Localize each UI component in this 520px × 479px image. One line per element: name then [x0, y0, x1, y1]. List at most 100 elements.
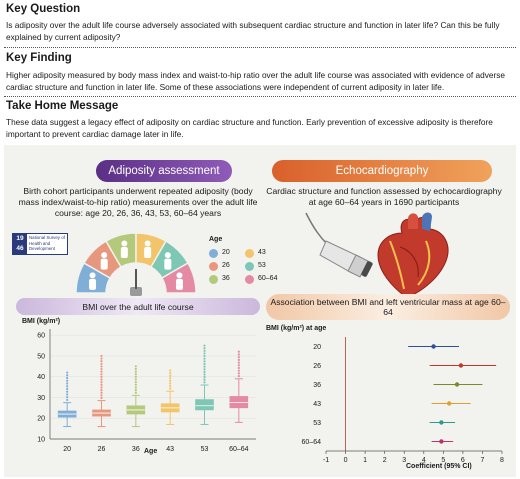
outlier-point	[237, 364, 240, 367]
box-60–64	[229, 396, 249, 409]
logo-text: National Survey of Health and Developmen…	[29, 235, 65, 252]
outlier-point	[66, 393, 69, 396]
heart-illustration	[377, 212, 449, 298]
echo-text: Cardiac structure and function assessed …	[266, 186, 502, 207]
outlier-point	[203, 360, 206, 363]
outlier-point	[134, 386, 137, 389]
echo-title: Echocardiography	[272, 160, 492, 182]
y-category-label: 26	[313, 363, 321, 370]
outlier-point	[237, 366, 240, 370]
x-tick-label: 3	[402, 457, 406, 464]
outlier-point	[237, 369, 240, 372]
key-finding-title: Key Finding	[6, 52, 72, 64]
person-icon	[101, 252, 108, 259]
y-tick-label: 60	[37, 333, 45, 340]
y-category-label: 43	[313, 401, 321, 408]
person-icon	[121, 240, 128, 247]
x-tick-label: 1	[363, 457, 367, 464]
outlier-point	[203, 376, 206, 379]
outlier-point	[100, 391, 103, 394]
estimate-point	[439, 420, 444, 425]
x-tick-label: 36	[132, 446, 140, 453]
outlier-point	[66, 387, 69, 391]
outlier-point	[237, 353, 240, 356]
outlier-point	[66, 371, 69, 374]
x-tick-label: 43	[166, 446, 174, 453]
key-finding-text: Higher adiposity measured by body mass i…	[6, 70, 505, 92]
outlier-point	[134, 391, 137, 394]
outlier-point	[203, 352, 206, 355]
outlier-point	[134, 375, 137, 378]
logo-top-digits: 19	[16, 235, 24, 242]
outlier-point	[203, 349, 206, 352]
outlier-point	[66, 398, 69, 402]
estimate-point	[454, 382, 460, 387]
age-legend-label: 53	[258, 262, 266, 269]
x-tick-label: 60–64	[229, 446, 249, 453]
outlier-point	[203, 381, 206, 384]
x-tick-label: 20	[63, 446, 71, 453]
age-legend-swatch	[245, 249, 254, 258]
age-legend-swatch	[209, 249, 218, 258]
outlier-point	[100, 354, 103, 358]
person-icon	[89, 272, 96, 279]
age-legend-swatch	[245, 262, 254, 271]
y-tick-label: 50	[37, 353, 45, 360]
nshd-logo: 19 46 National Survey of Health and Deve…	[12, 233, 68, 255]
outlier-point	[237, 361, 240, 364]
age-legend-label: 20	[222, 249, 230, 256]
x-tick-label: 26	[98, 446, 106, 453]
outlier-point	[100, 394, 103, 397]
outlier-point	[237, 372, 240, 375]
key-question-title: Key Question	[6, 3, 81, 15]
forest-title: Association between BMI and left ventric…	[266, 294, 510, 320]
outlier-point	[100, 367, 103, 371]
age-legend-title: Age	[209, 236, 223, 243]
person-icon	[175, 278, 183, 290]
x-tick-label: 53	[201, 446, 209, 453]
estimate-point	[431, 344, 436, 349]
person-icon	[144, 247, 152, 259]
outlier-point	[203, 362, 206, 366]
divider	[4, 47, 516, 48]
outlier-point	[237, 356, 240, 359]
y-tick-label: 30	[37, 395, 45, 402]
outlier-point	[203, 365, 206, 368]
estimate-point	[439, 439, 444, 444]
outlier-point	[134, 370, 137, 373]
outlier-point	[100, 381, 103, 384]
outlier-point	[100, 383, 103, 386]
outlier-point	[100, 360, 103, 363]
outlier-point	[100, 378, 103, 381]
outlier-point	[237, 350, 240, 353]
outlier-point	[203, 354, 206, 358]
outlier-point	[237, 374, 240, 378]
gauge-base	[130, 287, 142, 296]
outlier-point	[203, 368, 206, 371]
person-icon	[120, 247, 128, 259]
outlier-point	[203, 373, 206, 376]
outlier-point	[169, 371, 172, 375]
outlier-point	[169, 379, 172, 382]
y-tick-label: 10	[37, 437, 45, 444]
adiposity-text: Birth cohort participants underwent repe…	[18, 186, 258, 218]
y-tick-label: 20	[37, 416, 45, 423]
x-tick-label: -1	[323, 457, 329, 464]
outlier-point	[203, 370, 206, 373]
outlier-point	[169, 377, 172, 380]
outlier-point	[66, 396, 69, 399]
outlier-point	[169, 382, 172, 385]
ultrasound-probe	[319, 240, 373, 278]
adiposity-gauge-illustration	[75, 232, 197, 296]
outlier-point	[66, 376, 69, 380]
x-tick-label: 5	[441, 457, 445, 464]
outlier-point	[169, 374, 172, 377]
outlier-point	[134, 378, 137, 381]
outlier-point	[134, 373, 137, 376]
x-tick-label: 4	[422, 457, 426, 464]
person-icon	[100, 258, 108, 270]
person-icon	[89, 278, 97, 290]
estimate-point	[458, 363, 464, 368]
outlier-point	[203, 378, 206, 381]
outlier-point	[134, 381, 137, 384]
